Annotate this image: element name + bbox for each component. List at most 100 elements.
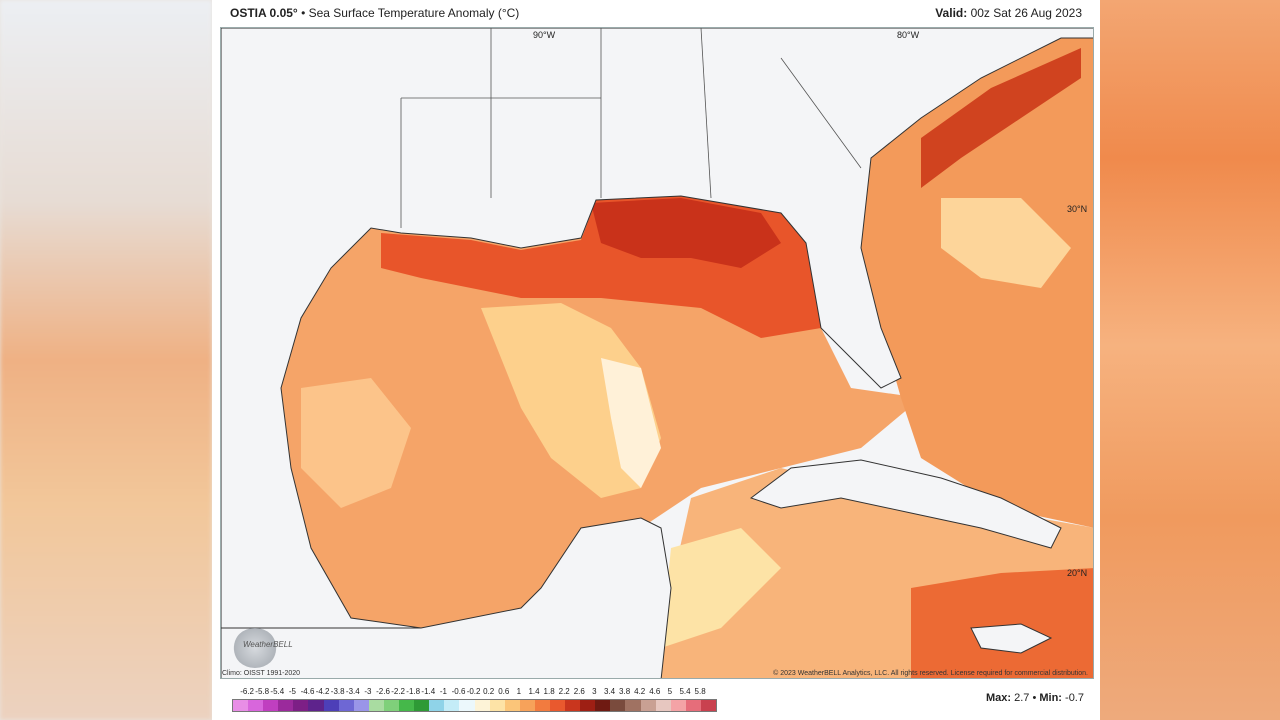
- colorbar-swatch: [670, 700, 686, 711]
- colorbar-swatch: [383, 700, 400, 711]
- colorbar-swatch: [519, 700, 535, 711]
- colorbar-tick-label: -3: [364, 687, 372, 696]
- western-gulf-pale: [301, 378, 411, 508]
- caribbean-hot: [911, 568, 1093, 678]
- colorbar-tick-label: 3.8: [619, 687, 631, 696]
- colorbar-swatch: [459, 700, 475, 711]
- northern-gulf-core: [591, 198, 781, 268]
- colorbar: [232, 699, 717, 712]
- colorbar-swatch: [233, 700, 249, 711]
- colorbar-tick-label: -2.6: [376, 687, 390, 696]
- colorbar-tick-label: -1.4: [421, 687, 436, 696]
- valid-time: Valid: 00z Sat 26 Aug 2023: [935, 6, 1082, 20]
- colorbar-tick-label: 2.2: [558, 687, 570, 696]
- colorbar-tick-label: 0.6: [498, 687, 510, 696]
- colorbar-tick-label: 0.2: [483, 687, 495, 696]
- atlantic-pale: [941, 198, 1071, 288]
- colorbar-tick-label: 5.8: [694, 687, 706, 696]
- colorbar-tick-label: -3.8: [330, 687, 345, 696]
- colorbar-tick-label: -0.2: [466, 687, 481, 696]
- min-value: -0.7: [1065, 692, 1084, 704]
- colorbar-tick-label: -5: [288, 687, 296, 696]
- loop-current-pale: [601, 358, 661, 488]
- max-min-readout: Max: 2.7 • Min: -0.7: [985, 692, 1084, 704]
- colorbar-swatch: [534, 700, 550, 711]
- colorbar-swatch: [353, 700, 369, 711]
- colorbar-swatch: [293, 700, 309, 711]
- valid-time-value: 00z Sat 26 Aug 2023: [967, 6, 1082, 20]
- state-borders: [400, 28, 862, 228]
- title-text: • Sea Surface Temperature Anomaly (°C): [297, 6, 520, 20]
- colorbar-swatch: [399, 700, 415, 711]
- max-value: 2.7: [1014, 692, 1030, 704]
- colorbar-swatch: [549, 700, 566, 711]
- colorbar-tick-label: -5.8: [255, 687, 270, 696]
- map-graphic: [221, 28, 1093, 678]
- colorbar-tick-label: 5.4: [679, 687, 691, 696]
- climo-note: Climo: OISST 1991-2020: [222, 670, 301, 677]
- colorbar-swatch: [565, 700, 581, 711]
- colorbar-swatch: [444, 700, 460, 711]
- colorbar-tick-label: 5: [667, 687, 673, 696]
- colorbar-tick-label: 2.6: [573, 687, 585, 696]
- colorbar-tick-label: -1: [439, 687, 447, 696]
- colorbar-swatch: [685, 700, 701, 711]
- colorbar-swatch: [278, 700, 294, 711]
- min-label: Min:: [1039, 692, 1062, 704]
- colorbar-swatch: [263, 700, 279, 711]
- colorbar-tick-label: 4.2: [634, 687, 646, 696]
- product-name: OSTIA 0.05: [230, 6, 293, 20]
- colorbar-tick-label: -1.8: [406, 687, 421, 696]
- colorbar-tick-label: -2.2: [391, 687, 405, 696]
- colorbar-swatch: [504, 700, 520, 711]
- colorbar-swatch: [414, 700, 430, 711]
- atlantic-water: [861, 28, 1093, 528]
- colorbar-tick-label: 4.6: [649, 687, 661, 696]
- max-label: Max:: [985, 692, 1012, 704]
- colorbar-swatch: [595, 700, 611, 711]
- valid-label: Valid:: [935, 6, 968, 20]
- colorbar-swatch: [655, 700, 671, 711]
- colorbar-swatch: [338, 700, 354, 711]
- colorbar-swatch: [474, 700, 490, 711]
- colorbar-swatch: [489, 700, 505, 711]
- colorbar-swatch: [323, 700, 339, 711]
- colorbar-tick-label: -4.6: [300, 687, 315, 696]
- colorbar-tick-label: 1: [516, 687, 522, 696]
- sst-anomaly-map: 90°W 80°W 30°N 20°N WeatherBELL: [220, 27, 1094, 679]
- lat-label-20n: 20°N: [1067, 568, 1088, 578]
- blurred-background-right: [1100, 0, 1280, 720]
- colorbar-tick-label: 3.4: [603, 687, 616, 696]
- lat-label-30n: 30°N: [1067, 204, 1088, 214]
- colorbar-swatch: [625, 700, 641, 711]
- colorbar-swatch: [248, 700, 264, 711]
- gulf-stream-hot: [921, 48, 1081, 188]
- mexico-land: [221, 517, 672, 678]
- colorbar-swatch: [429, 700, 445, 711]
- us-land: [221, 28, 1093, 629]
- cuba-land: [749, 459, 1062, 549]
- colorbar-swatch: [640, 700, 656, 711]
- colorbar-tick-label: -0.6: [451, 687, 466, 696]
- central-gulf-cool: [481, 303, 661, 498]
- jamaica-land: [970, 623, 1053, 654]
- colorbar-tick-label: -5.4: [270, 687, 285, 696]
- colorbar-swatch: [368, 700, 384, 711]
- colorbar-tick-label: 1.4: [528, 687, 540, 696]
- colorbar-swatch: [308, 700, 324, 711]
- colorbar-tick-label: 3: [592, 687, 597, 696]
- copyright-note: © 2023 WeatherBELL Analytics, LLC. All r…: [773, 670, 1088, 677]
- colorbar-tick-label: -4.2: [315, 687, 330, 696]
- colorbar-tick-label: -6.2: [240, 687, 254, 696]
- map-title: OSTIA 0.05° • Sea Surface Temperature An…: [230, 6, 519, 20]
- map-panel: OSTIA 0.05° • Sea Surface Temperature An…: [212, 0, 1100, 720]
- lon-label-80w: 80°W: [897, 30, 920, 40]
- blurred-background-left: [0, 0, 212, 720]
- weatherbell-logo-icon: [233, 628, 277, 668]
- lon-label-90w: 90°W: [533, 30, 556, 40]
- colorbar-swatch: [700, 700, 716, 711]
- colorbar-swatch: [580, 700, 596, 711]
- colorbar-tick-label: -3.4: [345, 687, 360, 696]
- degree-symbol: °: [292, 6, 298, 20]
- colorbar-tick-label: 1.8: [543, 687, 555, 696]
